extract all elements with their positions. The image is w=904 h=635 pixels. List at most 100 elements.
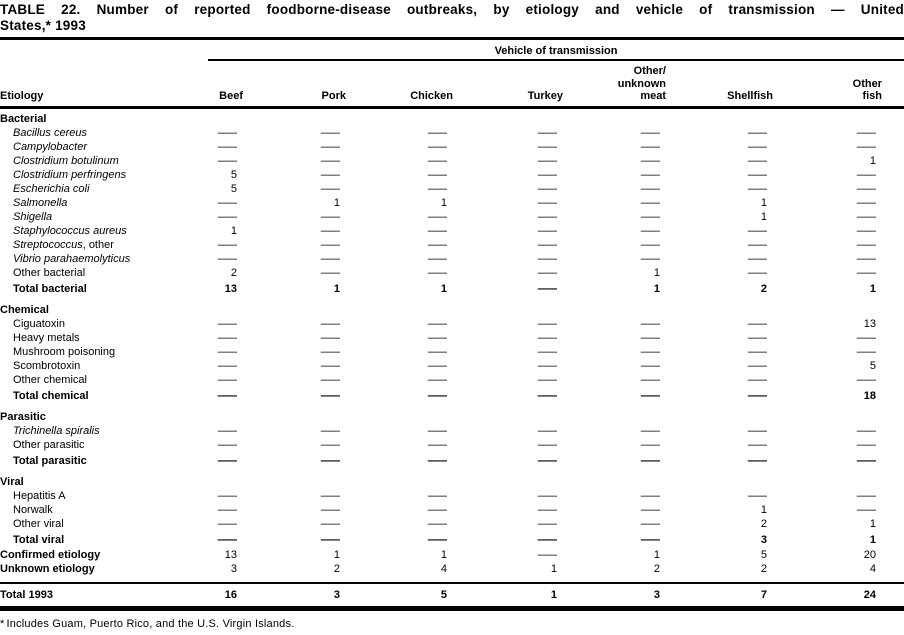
row-trichinella-spiralis: Trichinella spiralis — — — — — — —: [0, 424, 904, 438]
row-label-streptococcus-other: Streptococcus, other: [0, 238, 162, 252]
no-outbreaks-dash: —: [217, 317, 237, 330]
cell-other-bacterial-chicken: —: [368, 266, 475, 280]
cell-other-bacterial-other-fish: —: [795, 266, 904, 280]
cell-other-viral-chicken: —: [368, 517, 475, 531]
outbreak-count: 1: [550, 588, 557, 601]
column-header-line: Other: [852, 77, 882, 90]
outbreak-count: 2: [760, 562, 767, 575]
no-outbreaks-dash: —: [640, 126, 660, 139]
no-outbreaks-dash: —: [747, 168, 767, 181]
outbreak-count: 3: [653, 588, 660, 601]
no-outbreaks-dash: —: [747, 182, 767, 195]
no-outbreaks-dash: —: [427, 331, 447, 344]
row-label-text: Total bacterial: [13, 282, 87, 295]
no-outbreaks-dash: —: [537, 517, 557, 530]
no-outbreaks-dash: —: [640, 424, 660, 437]
cell-clostridium-botulinum-other-unknown-meat: —: [585, 154, 688, 168]
column-header-line: Chicken: [410, 90, 453, 102]
row-label-text: Total 1993: [0, 588, 53, 601]
no-outbreaks-dash: —: [217, 389, 237, 402]
cell-mushroom-poisoning-shellfish: —: [688, 345, 795, 359]
outbreak-count: 24: [863, 588, 876, 601]
cell-clostridium-perfringens-other-unknown-meat: —: [585, 168, 688, 182]
row-label-text: , other: [82, 238, 114, 251]
cell-unknown-etiology-chicken: 4: [368, 562, 475, 583]
cell-heavy-metals-chicken: —: [368, 331, 475, 345]
cell-trichinella-spiralis-beef: —: [162, 424, 265, 438]
section-row-chemical: Chemical: [0, 297, 904, 317]
cell-clostridium-perfringens-chicken: —: [368, 168, 475, 182]
no-outbreaks-dash: —: [640, 389, 660, 402]
no-outbreaks-dash: —: [217, 503, 237, 516]
row-total-1993: Total 1993 16 3 5 1 3 7 24: [0, 581, 904, 611]
cell-other-bacterial-other-unknown-meat: 1: [585, 266, 688, 280]
cell-total-bacterial-beef: 13: [162, 280, 265, 297]
cell-scombrotoxin-pork: —: [265, 359, 368, 373]
cell-shigella-other-fish: —: [795, 210, 904, 224]
no-outbreaks-dash: —: [747, 389, 767, 402]
no-outbreaks-dash: —: [640, 140, 660, 153]
cell-trichinella-spiralis-shellfish: —: [688, 424, 795, 438]
cell-other-chemical-other-unknown-meat: —: [585, 373, 688, 387]
no-outbreaks-dash: —: [640, 517, 660, 530]
column-header-line: fish: [862, 90, 882, 102]
cell-vibrio-parahaemolyticus-shellfish: —: [688, 252, 795, 266]
cell-shigella-shellfish: 1: [688, 210, 795, 224]
no-outbreaks-dash: —: [856, 238, 876, 251]
no-outbreaks-dash: —: [320, 424, 340, 437]
row-label-clostridium-perfringens: Clostridium perfringens: [0, 168, 162, 182]
no-outbreaks-dash: —: [640, 454, 660, 467]
cell-mushroom-poisoning-turkey: —: [475, 345, 585, 359]
row-total-viral: Total viral — — — — — 3 1: [0, 531, 904, 548]
cell-other-parasitic-beef: —: [162, 438, 265, 452]
no-outbreaks-dash: —: [747, 126, 767, 139]
row-label-other-parasitic: Other parasitic: [0, 438, 162, 452]
cell-hepatitis-a-pork: —: [265, 489, 368, 503]
no-outbreaks-dash: —: [320, 182, 340, 195]
cell-total-parasitic-turkey: —: [475, 452, 585, 469]
no-outbreaks-dash: —: [427, 424, 447, 437]
section-row-parasitic: Parasitic: [0, 404, 904, 424]
cell-escherichia-coli-other-fish: —: [795, 182, 904, 196]
no-outbreaks-dash: —: [427, 345, 447, 358]
cell-total-viral-other-unknown-meat: —: [585, 531, 688, 548]
cell-hepatitis-a-other-fish: —: [795, 489, 904, 503]
cell-other-bacterial-beef: 2: [162, 266, 265, 280]
no-outbreaks-dash: —: [640, 373, 660, 386]
outbreak-count: 1: [333, 196, 340, 209]
no-outbreaks-dash: —: [320, 533, 340, 546]
no-outbreaks-dash: —: [747, 140, 767, 153]
outbreak-count: 1: [653, 548, 660, 561]
column-header-other-fish: Other fish: [795, 61, 904, 109]
outbreak-count: 1: [869, 282, 876, 295]
no-outbreaks-dash: —: [747, 424, 767, 437]
no-outbreaks-dash: —: [427, 154, 447, 167]
row-label-unknown-etiology: Unknown etiology: [0, 562, 162, 583]
no-outbreaks-dash: —: [320, 503, 340, 516]
no-outbreaks-dash: —: [640, 345, 660, 358]
no-outbreaks-dash: —: [747, 331, 767, 344]
cell-bacillus-cereus-turkey: —: [475, 126, 585, 140]
row-vibrio-parahaemolyticus: Vibrio parahaemolyticus — — — — — — —: [0, 252, 904, 266]
cell-vibrio-parahaemolyticus-other-unknown-meat: —: [585, 252, 688, 266]
no-outbreaks-dash: —: [640, 359, 660, 372]
outbreak-count: 1: [440, 196, 447, 209]
cell-hepatitis-a-turkey: —: [475, 489, 585, 503]
no-outbreaks-dash: —: [427, 317, 447, 330]
no-outbreaks-dash: —: [640, 438, 660, 451]
cell-escherichia-coli-beef: 5: [162, 182, 265, 196]
cell-trichinella-spiralis-other-fish: —: [795, 424, 904, 438]
cell-other-parasitic-shellfish: —: [688, 438, 795, 452]
no-outbreaks-dash: —: [427, 140, 447, 153]
no-outbreaks-dash: —: [427, 182, 447, 195]
row-label-total-chemical: Total chemical: [0, 387, 162, 404]
cell-confirmed-etiology-other-fish: 20: [795, 548, 904, 562]
no-outbreaks-dash: —: [537, 345, 557, 358]
no-outbreaks-dash: —: [537, 182, 557, 195]
no-outbreaks-dash: —: [537, 168, 557, 181]
row-label-text: Confirmed etiology: [0, 548, 101, 561]
section-header-bacterial: Bacterial: [0, 112, 47, 125]
row-other-viral: Other viral — — — — — 2 1: [0, 517, 904, 531]
cell-streptococcus-other-other-fish: —: [795, 238, 904, 252]
no-outbreaks-dash: —: [427, 126, 447, 139]
